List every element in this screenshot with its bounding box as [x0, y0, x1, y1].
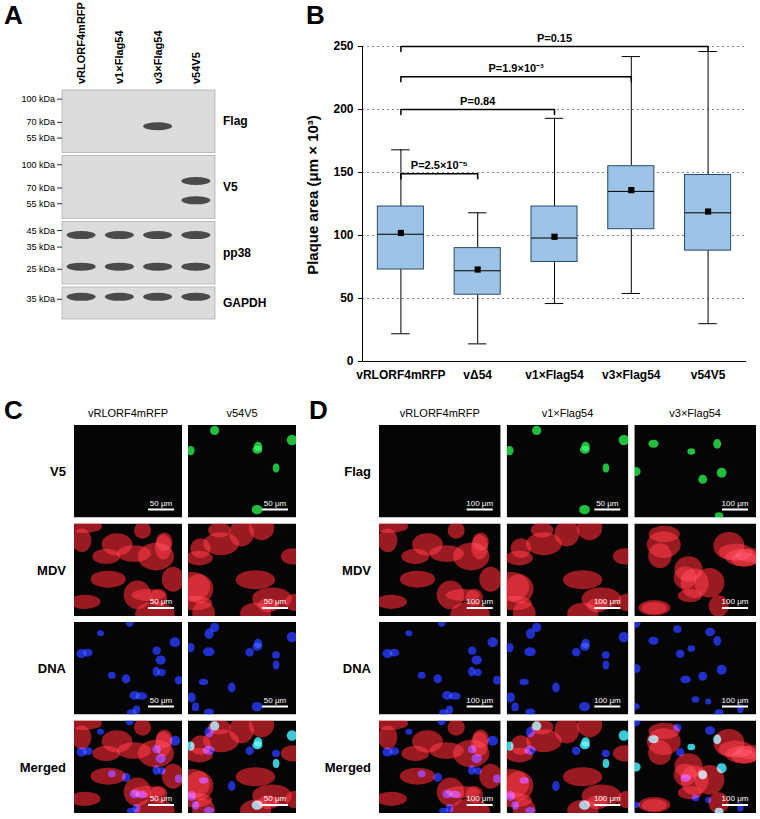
svg-text:MDV: MDV: [342, 563, 371, 578]
svg-text:Merged: Merged: [325, 760, 371, 775]
svg-text:50 μm: 50 μm: [150, 499, 173, 508]
svg-text:pp38: pp38: [223, 246, 251, 260]
svg-text:v3×Flag54: v3×Flag54: [152, 30, 164, 84]
svg-text:250: 250: [333, 39, 353, 53]
svg-text:50 μm: 50 μm: [150, 696, 173, 705]
svg-text:V5: V5: [50, 464, 66, 479]
svg-text:100 μm: 100 μm: [466, 597, 493, 606]
svg-text:100 kDa: 100 kDa: [21, 94, 55, 104]
svg-text:P=2.5×10⁻⁵: P=2.5×10⁻⁵: [411, 159, 468, 171]
svg-text:v1×Flag54: v1×Flag54: [525, 368, 584, 382]
svg-text:55 kDa: 55 kDa: [26, 199, 55, 209]
svg-text:DNA: DNA: [38, 661, 67, 676]
svg-text:45 kDa: 45 kDa: [26, 226, 55, 236]
svg-text:100 μm: 100 μm: [594, 597, 621, 606]
svg-text:vRLORF4mRFP: vRLORF4mRFP: [400, 407, 480, 419]
svg-text:v3×Flag54: v3×Flag54: [602, 368, 661, 382]
svg-text:D: D: [309, 395, 328, 425]
svg-text:vRLORF4mRFP: vRLORF4mRFP: [88, 407, 168, 419]
svg-text:50 μm: 50 μm: [264, 499, 287, 508]
svg-text:35 kDa: 35 kDa: [26, 242, 55, 252]
html-text:Plaque area (μm × 10³): Plaque area (μm × 10³): [303, 115, 321, 275]
svg-text:25 kDa: 25 kDa: [26, 264, 55, 274]
svg-text:50 μm: 50 μm: [264, 597, 287, 606]
svg-text:100 μm: 100 μm: [466, 794, 493, 803]
svg-text:P=0.15: P=0.15: [537, 32, 572, 44]
svg-text:v54V5: v54V5: [190, 52, 202, 84]
svg-text:v54V5: v54V5: [691, 368, 726, 382]
svg-text:MDV: MDV: [37, 563, 66, 578]
svg-text:50 μm: 50 μm: [264, 696, 287, 705]
svg-text:vΔ54: vΔ54: [463, 368, 492, 382]
svg-text:Merged: Merged: [20, 760, 66, 775]
svg-text:P=1.9×10⁻³: P=1.9×10⁻³: [488, 62, 544, 74]
svg-text:C: C: [4, 395, 23, 425]
svg-text:vRLORF4mRFP: vRLORF4mRFP: [356, 368, 445, 382]
svg-text:v1×Flag54: v1×Flag54: [542, 407, 594, 419]
svg-text:100 μm: 100 μm: [722, 794, 749, 803]
svg-text:100 μm: 100 μm: [466, 499, 493, 508]
svg-text:V5: V5: [223, 180, 238, 194]
svg-text:100 μm: 100 μm: [722, 499, 749, 508]
svg-text:vRLORF4mRFP: vRLORF4mRFP: [75, 2, 87, 84]
svg-text:100 μm: 100 μm: [722, 696, 749, 705]
svg-text:v1×Flag54: v1×Flag54: [113, 30, 125, 84]
svg-text:100 μm: 100 μm: [594, 696, 621, 705]
svg-text:DNA: DNA: [343, 661, 372, 676]
svg-text:100 μm: 100 μm: [722, 597, 749, 606]
html-text:B: B: [306, 0, 325, 30]
svg-text:150: 150: [333, 165, 353, 179]
svg-text:100 μm: 100 μm: [594, 794, 621, 803]
svg-text:100: 100: [333, 228, 353, 242]
svg-text:35 kDa: 35 kDa: [26, 294, 55, 304]
svg-text:70 kDa: 70 kDa: [26, 117, 55, 127]
svg-text:50: 50: [340, 291, 354, 305]
svg-text:0: 0: [347, 354, 354, 368]
svg-text:50 μm: 50 μm: [596, 499, 619, 508]
svg-text:GAPDH: GAPDH: [223, 296, 266, 310]
svg-text:50 μm: 50 μm: [264, 794, 287, 803]
svg-text:70 kDa: 70 kDa: [26, 183, 55, 193]
svg-text:Flag: Flag: [223, 114, 248, 128]
svg-text:A: A: [4, 0, 23, 30]
svg-text:P=0.84: P=0.84: [460, 95, 496, 107]
svg-text:100 kDa: 100 kDa: [21, 160, 55, 170]
svg-text:200: 200: [333, 102, 353, 116]
svg-text:v3×Flag54: v3×Flag54: [669, 407, 721, 419]
svg-text:50 μm: 50 μm: [150, 794, 173, 803]
svg-text:50 μm: 50 μm: [150, 597, 173, 606]
svg-text:55 kDa: 55 kDa: [26, 133, 55, 143]
svg-text:100 μm: 100 μm: [466, 696, 493, 705]
svg-text:Flag: Flag: [344, 464, 371, 479]
svg-text:v54V5: v54V5: [226, 407, 257, 419]
